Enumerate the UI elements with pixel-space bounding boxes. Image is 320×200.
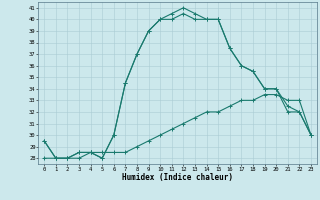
X-axis label: Humidex (Indice chaleur): Humidex (Indice chaleur) bbox=[122, 173, 233, 182]
